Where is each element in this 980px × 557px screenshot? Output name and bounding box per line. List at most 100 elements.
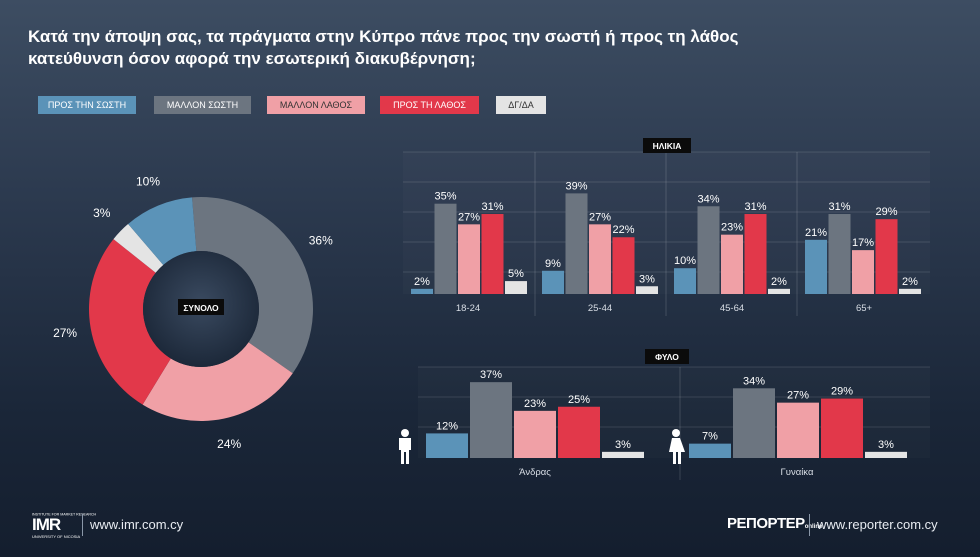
bar-value-label: 31% [481,201,503,213]
pie-label: 27% [53,326,77,340]
imr-sub-text: UNIVERSITY OF NICOSIA [32,534,81,539]
bar-value-label: 29% [875,206,897,218]
bar-value-label: 9% [545,258,561,270]
bar-value-label: 31% [744,201,766,213]
bar-value-label: 31% [828,201,850,213]
center-label-bg [178,299,224,315]
panel-title: ΗΛΙΚΙΑ [653,141,682,151]
bar-value-label: 21% [805,227,827,239]
pie-slice-dk [113,223,164,273]
pie-slice-pros-lathos [89,239,171,405]
bar-value-label: 3% [878,439,894,451]
footer-divider-left [82,514,83,536]
bar-value-label: 27% [458,211,480,223]
bar-pros-lathos [558,406,600,458]
male-icon-head [401,429,409,437]
imr-url[interactable]: www.imr.com.cy [90,517,184,532]
bar-dk [865,451,907,458]
bar-value-label: 2% [414,276,430,288]
male-icon-body [399,438,411,464]
bar-pros-lathos [821,398,863,458]
female-icon [669,429,685,464]
bar-dk [768,288,790,294]
bar-value-label: 2% [902,276,918,288]
bar-value-label: 23% [524,398,546,410]
reporter-logo-suffix: online [804,524,823,530]
panel-title-bg [643,138,691,153]
bar-dk [602,451,644,458]
bar-pros-lathos [481,214,504,294]
bar-value-label: 29% [831,386,853,398]
pie-label: 36% [309,233,333,247]
legend-item-mallon-lathos: ΜΑΛΛΟΝ ΛΑΘΟΣ [267,96,365,114]
bar-value-label: 22% [612,224,634,236]
legend-item-pros-lathos: ΠΡΟΣ ΤΗ ΛΑΘΟΣ [380,96,479,114]
bar-value-label: 3% [615,439,631,451]
reporter-logo: ΡΕΠΟΡΤΕΡonline [727,515,822,535]
bar-dk [636,286,658,294]
bar-mallon-lathos [721,234,743,294]
category-label: 25-44 [588,303,612,314]
imr-logo-text: IMR [32,515,61,534]
category-label: 65+ [856,303,873,314]
bar-value-label: 25% [568,394,590,406]
pie-label: 3% [93,206,111,220]
pie-slice-mallon-swsti [192,197,313,374]
bar-value-label: 5% [508,268,524,280]
male-icon [399,429,411,464]
bar-mallon-swsti [828,214,851,294]
bar-pros-swsti [805,239,827,294]
bar-value-label: 34% [743,375,765,387]
bar-mallon-lathos [589,224,611,294]
category-label: Γυναίκα [781,467,814,478]
bar-mallon-swsti [470,382,512,458]
category-label: Άνδρας [519,467,551,478]
bar-pros-swsti [411,288,433,294]
pie-label: 24% [217,437,241,451]
reporter-logo-text: ΡΕΠΟΡΤΕΡ [727,515,805,532]
bar-value-label: 7% [702,431,718,443]
bar-mallon-swsti [565,193,588,294]
bar-value-label: 35% [434,191,456,203]
bar-value-label: 3% [639,273,655,285]
bar-mallon-lathos [458,224,480,294]
panel-title: ΦΥΛΟ [655,352,679,362]
category-label: 45-64 [720,303,744,314]
female-icon-body [669,438,685,464]
bar-value-label: 34% [697,193,719,205]
bar-mallon-swsti [434,203,457,294]
legend-item-pros-swsti: ΠΡΟΣ ΤΗΝ ΣΩΣΤΗ [38,96,136,114]
imr-top-text: INSTITUTE FOR MARKET RESEARCH [32,512,97,517]
pie-slice-pros-swsti [128,197,197,265]
bar-dk [505,281,527,294]
bar-pros-lathos [744,214,767,294]
center-label: ΣΥΝΟΛΟ [183,303,219,313]
pie-label: 10% [136,175,160,189]
chart-title: Κατά την άποψη σας, τα πράγματα στην Κύπ… [28,27,739,68]
bar-value-label: 37% [480,369,502,381]
category-label: 18-24 [456,303,480,314]
bar-value-label: 27% [589,211,611,223]
bar-mallon-lathos [777,402,819,458]
bar-value-label: 23% [721,222,743,234]
bar-dk [899,288,921,294]
bar-value-label: 10% [674,255,696,267]
bar-value-label: 12% [436,420,458,432]
reporter-url[interactable]: www.reporter.com.cy [817,517,938,532]
bar-value-label: 17% [852,237,874,249]
bar-value-label: 39% [565,180,587,192]
legend-item-dk: ΔΓ/ΔΑ [496,96,546,114]
bar-pros-swsti [674,268,696,294]
footer-divider-right [809,514,810,536]
female-icon-head [672,429,680,437]
bar-value-label: 2% [771,276,787,288]
bar-pros-lathos [875,219,898,294]
legend-item-mallon-swsti: ΜΑΛΛΟΝ ΣΩΣΤΗ [154,96,251,114]
bar-mallon-lathos [852,250,874,294]
bar-pros-lathos [612,237,635,294]
bar-value-label: 27% [787,390,809,402]
imr-logo: INSTITUTE FOR MARKET RESEARCH IMR UNIVER… [32,512,96,540]
panel-title-bg [645,349,689,364]
bar-pros-swsti [426,433,468,458]
